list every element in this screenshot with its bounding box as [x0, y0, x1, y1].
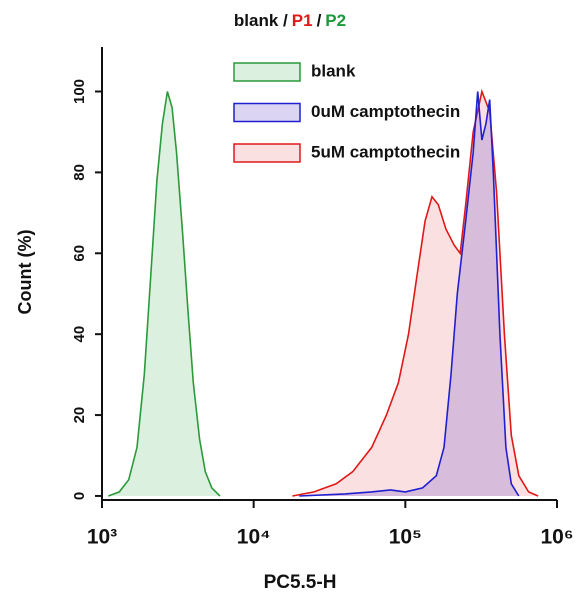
title-part: /: [317, 11, 322, 30]
y-tick-label: 40: [71, 326, 88, 343]
y-tick-label: 60: [71, 245, 88, 262]
y-tick-label: 80: [71, 164, 88, 181]
title-part: P1: [292, 11, 313, 30]
y-tick-label: 100: [71, 79, 88, 104]
title-part: blank /: [234, 11, 288, 30]
x-tick-label: 10⁴: [237, 526, 271, 549]
legend-swatch: [233, 62, 301, 82]
area-fill: [108, 91, 220, 496]
series-line: [299, 91, 520, 497]
chart-title: blank / P1/P2: [234, 11, 346, 30]
legend-label: blank: [311, 61, 356, 80]
x-tick-label: 10⁵: [389, 526, 422, 549]
x-tick-label: 10³: [87, 526, 117, 549]
x-tick-label: 10⁶: [540, 526, 573, 549]
legend-label: 5uM camptothecin: [311, 142, 460, 161]
area-fill: [292, 91, 539, 496]
legend-label: 0uM camptothecin: [311, 102, 460, 121]
series-line: [292, 88, 539, 497]
area-fill: [299, 91, 519, 496]
y-axis-label: Count (%): [15, 230, 35, 315]
y-tick-label: 20: [71, 407, 88, 424]
legend-swatch: [233, 143, 301, 163]
y-tick-label: 0: [71, 492, 88, 500]
series-line: [108, 91, 221, 497]
legend-swatch: [233, 102, 301, 123]
title-part: P2: [325, 11, 346, 30]
x-axis-label: PC5.5-H: [264, 572, 337, 593]
